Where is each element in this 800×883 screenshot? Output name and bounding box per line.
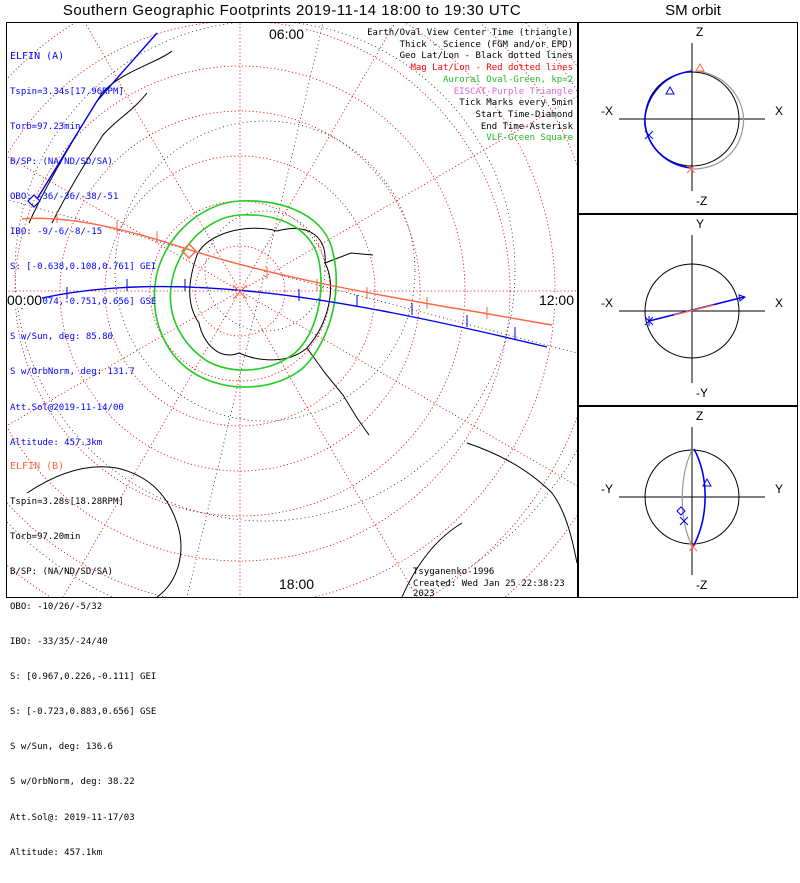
earth-circle xyxy=(644,263,740,359)
elfin-a-start-diamond xyxy=(27,194,41,208)
legend-item: Start Time-Diamond xyxy=(475,109,573,120)
elfin-b-line: S: [-0.723,0.883,0.656] GSE xyxy=(10,707,157,718)
model-credit: Tsyganenko-1996 xyxy=(413,567,495,577)
legend-item: Auroral Oval-Green, kp=2 xyxy=(442,74,573,85)
elfin-a-line: Altitude: 457.3km xyxy=(10,437,103,448)
elfin-a-line: B/SP: (NA/ND/SD/SA) xyxy=(10,156,113,167)
mlt-label-left: 00:00 xyxy=(7,292,43,308)
orbit-title: SM orbit xyxy=(665,2,721,19)
mlt-label-top: 06:00 xyxy=(269,26,305,42)
legend-item: Mag Lat/Lon - Red dotted lines xyxy=(410,63,573,74)
legend-item: EISCAT-Purple Triangle xyxy=(453,86,573,97)
elfin-b-line: B/SP: (NA/ND/SD/SA) xyxy=(10,566,113,577)
auroral-oval xyxy=(153,200,337,388)
elfin-a-line: IBO: -9/-6/-8/-15 xyxy=(10,226,103,237)
elfin-b-line: S w/OrbNorm, deg: 38.22 xyxy=(10,777,135,788)
elfin-b-line: Torb=97.20min xyxy=(10,531,81,542)
elfin-b-line: Att.Sol@: 2019-11-17/03 xyxy=(10,812,135,823)
elfin-b-start-diamond xyxy=(181,243,197,259)
axis-label-top: Z xyxy=(696,25,704,39)
elfin-a-ticks xyxy=(66,279,516,339)
axis-label-left: -X xyxy=(601,296,613,310)
axis-label-top: Y xyxy=(696,217,705,231)
orbit-b-asterisk xyxy=(686,164,696,174)
orbit-a-triangle xyxy=(738,294,747,302)
legend-item: VLF-Green Square xyxy=(486,133,573,144)
elfin-a-line: Att.Sol@2019-11-14/00 xyxy=(10,402,124,413)
axis-label-right: X xyxy=(775,296,784,310)
legend-item: Earth/Oval View Center Time (triangle) xyxy=(367,28,573,38)
orbit-b-path xyxy=(691,70,745,170)
axis-label-bottom: -Z xyxy=(696,578,708,592)
elfin-a-line: S w/Sun, deg: 85.80 xyxy=(10,332,113,343)
elfin-b-line: OBO: -10/26/-5/32 xyxy=(10,601,103,612)
orbit-a-path xyxy=(692,448,706,548)
legend-item: Geo Lat/Lon - Black dotted lines xyxy=(399,51,573,62)
axis-label-bottom: -Z xyxy=(696,194,708,208)
elfin-a-line: Torb=97.23min xyxy=(10,121,81,132)
elfin-a-track xyxy=(21,32,548,348)
axis-label-right: Y xyxy=(775,482,784,496)
footprint-map-panel: ELFIN (A) Tspin=3.34s[17.96RPM] Torb=97.… xyxy=(6,22,578,858)
orbit-b-triangle xyxy=(695,62,705,72)
orbit-a-asterisk xyxy=(644,316,654,326)
elfin-a-line: Tspin=3.34s[17.96RPM] xyxy=(10,86,124,97)
axis-label-left: -Y xyxy=(601,482,613,496)
elfin-b-center-marker xyxy=(232,284,248,300)
orbit-plot-xy xyxy=(619,235,765,383)
axis-label-right: X xyxy=(775,104,784,118)
axis-label-bottom: -Y xyxy=(696,386,708,400)
created-timestamp: Created: Wed Jan 25 22:38:23 2023 xyxy=(413,579,565,599)
legend-item: Thick - Science (FGM and/or EPD) xyxy=(399,39,573,50)
orbit-b-path xyxy=(673,304,715,316)
orbit-a-diamond xyxy=(676,506,686,516)
elfin-a-line: S w/OrbNorm, deg: 131.7 xyxy=(10,367,135,378)
axis-label-top: Z xyxy=(696,409,704,423)
elfin-b-ticks xyxy=(56,211,488,319)
elfin-b-line: Altitude: 457.1km xyxy=(10,847,103,858)
elfin-a-line: S: [-0.638,0.108,0.761] GEI xyxy=(10,262,157,273)
elfin-b-info: ELFIN (B) Tspin=3.28s[18.28RPM] Torb=97.… xyxy=(10,438,156,883)
legend-item: Tick Marks every 5min xyxy=(459,98,573,109)
orbit-plot-yz xyxy=(619,427,765,575)
orbit-a-path xyxy=(644,70,693,169)
orbit-a-triangle xyxy=(665,85,675,95)
elfin-b-name: ELFIN (B) xyxy=(10,461,65,473)
legend: Earth/Oval View Center Time (triangle) T… xyxy=(367,28,573,145)
orbit-a-asterisk xyxy=(644,130,654,140)
axis-label-left: -X xyxy=(601,104,613,118)
elfin-a-line: OBO: -36/-36/-38/-51 xyxy=(10,191,119,202)
orbit-a-triangle xyxy=(702,477,712,487)
orbit-b-asterisk xyxy=(688,542,698,552)
mag-lon-grid xyxy=(7,23,577,597)
orbit-b-path xyxy=(681,449,693,546)
orbit-plot-xz xyxy=(619,43,765,191)
orbit-panel-yz: Z -Z -Y Y xyxy=(578,406,798,598)
mlt-label-bottom: 18:00 xyxy=(279,576,315,592)
elfin-b-line: Tspin=3.28s[18.28RPM] xyxy=(10,496,124,507)
elfin-a-name: ELFIN (A) xyxy=(10,51,65,63)
elfin-b-line: IBO: -33/35/-24/40 xyxy=(10,636,108,647)
orbit-panel-xz: Z -Z -X X xyxy=(578,22,798,214)
coastlines xyxy=(26,50,577,597)
elfin-b-line: S: [0.967,0.226,-0.111] GEI xyxy=(10,672,157,683)
elfin-a-info: ELFIN (A) Tspin=3.34s[17.96RPM] Torb=97.… xyxy=(10,28,156,473)
mlt-label-right: 12:00 xyxy=(538,292,574,308)
orbit-a-asterisk xyxy=(679,516,689,526)
elfin-b-line: S w/Sun, deg: 136.6 xyxy=(10,742,113,753)
main-title: Southern Geographic Footprints 2019-11-1… xyxy=(62,2,522,19)
footprint-map xyxy=(7,23,577,597)
elfin-b-track xyxy=(21,217,553,326)
legend-item: End Time-Asterisk xyxy=(480,121,573,132)
orbit-panel-xy: Y -Y -X X xyxy=(578,214,798,406)
